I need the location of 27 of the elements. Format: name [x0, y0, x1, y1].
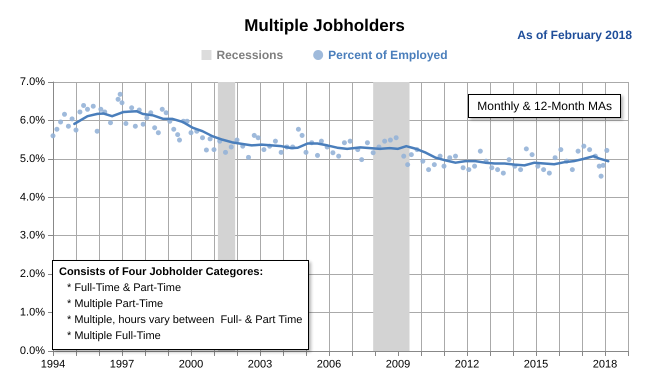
y-tick-label: 2.0% [20, 268, 46, 280]
y-tick-label: 7.0% [20, 76, 46, 88]
x-tick-label: 1997 [110, 358, 134, 370]
annotation: * Full-Time & Part-Time [66, 281, 182, 296]
chart-subtitle: As of February 2018 [517, 28, 632, 42]
annotation: Consists of Four Jobholder Categores: [59, 265, 264, 280]
x-tick-label: 2003 [248, 358, 272, 370]
x-tick-label: 2009 [386, 358, 410, 370]
y-tick-label: 5.0% [20, 152, 46, 165]
x-tick-label: 2000 [178, 358, 204, 370]
annotation: Monthly & 12-Month MAs [468, 94, 621, 118]
x-tick-label: 2018 [592, 358, 618, 370]
x-tick-label: 2012 [454, 358, 480, 370]
y-tick-label: 0.0% [20, 345, 46, 357]
annotation: * Multiple Full-Time [66, 329, 162, 344]
x-tick-label: 1994 [40, 358, 66, 370]
y-tick-label: 1.0% [20, 306, 46, 319]
annotation: * Multiple Part-Time [66, 297, 164, 312]
annotation: * Multiple, hours vary between Full- & Part Time [66, 313, 302, 328]
x-tick-label: 2015 [524, 358, 548, 370]
legend-label: Recessions [216, 48, 284, 62]
y-tick-label: 4.0% [20, 191, 46, 204]
x-tick-label: 2006 [316, 358, 342, 370]
legend-label: Percent of Employed [328, 48, 448, 62]
chart-title: Multiple Jobholders [244, 16, 405, 35]
y-tick-label: 6.0% [20, 114, 46, 126]
y-tick-label: 3.0% [20, 230, 46, 242]
